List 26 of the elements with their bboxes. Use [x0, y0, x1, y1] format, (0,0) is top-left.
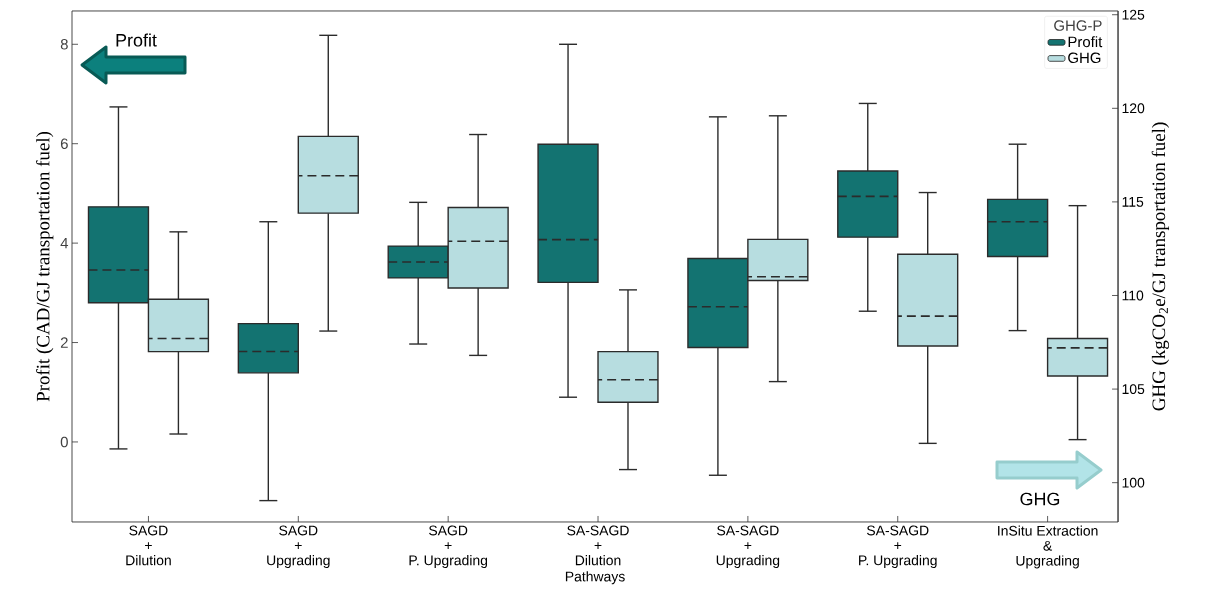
legend-label: Profit — [1068, 36, 1103, 48]
x-tick-label: SAGD + P. Upgrading — [409, 525, 488, 569]
legend-label: GHG — [1068, 52, 1101, 64]
y2-axis-title: GHG (kgCO$_{2}$e/GJ transportation fuel) — [1151, 122, 1170, 411]
annotation: GHG — [1020, 492, 1060, 506]
y-axis-title: Profit (CAD/GJ transportation fuel) — [35, 131, 54, 402]
y2-tick-label: 110 — [1122, 290, 1144, 301]
legend-title: GHG-P — [1054, 20, 1102, 31]
x-tick-label: SAGD + Dilution — [126, 525, 171, 566]
x-axis-title: Pathways — [565, 571, 625, 585]
y2-tick-label: 105 — [1122, 384, 1145, 395]
y-tick-label: 0 — [60, 436, 68, 448]
y2-tick-label: 125 — [1122, 9, 1145, 20]
y2-tick-label: 120 — [1122, 103, 1145, 114]
y-tick-label: 6 — [60, 138, 68, 149]
y-tick-label: 4 — [60, 237, 69, 249]
x-tick-label: SA-SAGD + Dilution — [567, 525, 629, 566]
x-tick-label: InSitu Extraction & Upgrading — [998, 525, 1098, 569]
x-tick-label: SAGD + Upgrading — [267, 525, 330, 569]
annotation: Profit — [116, 33, 157, 47]
y-tick-label: 2 — [60, 337, 68, 348]
x-tick-label: SA-SAGD + Upgrading — [716, 525, 780, 569]
y2-tick-label: 115 — [1122, 197, 1144, 207]
y-tick-label: 8 — [60, 38, 68, 50]
x-tick-label: SA-SAGD + P. Upgrading — [859, 525, 937, 569]
y2-tick-label: 100 — [1122, 477, 1145, 488]
